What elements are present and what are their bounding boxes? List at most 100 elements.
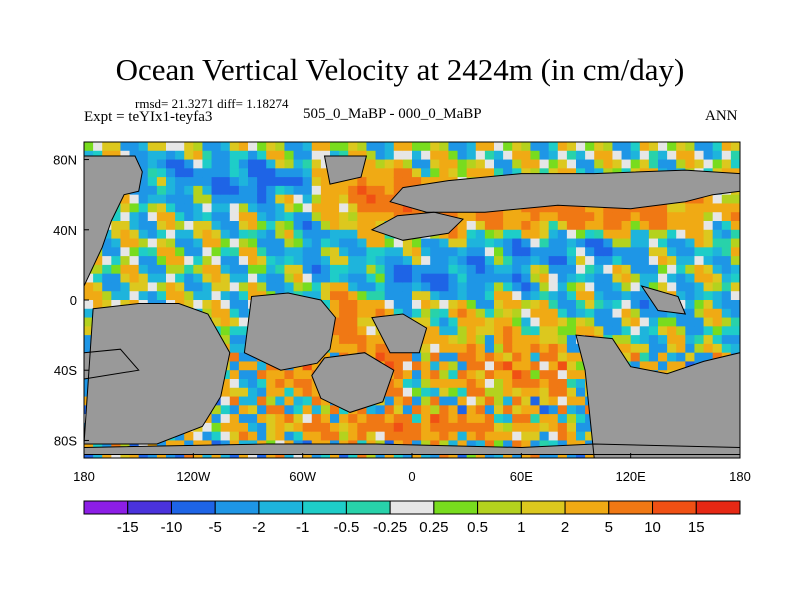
field-cell: [330, 282, 340, 292]
field-cell: [93, 300, 103, 310]
field-cell: [639, 212, 650, 222]
field-cell: [257, 396, 267, 406]
field-cell: [466, 229, 477, 240]
field-cell: [302, 431, 313, 442]
field-cell: [229, 221, 240, 231]
field-cell: [202, 282, 213, 292]
field-cell: [293, 212, 304, 222]
field-cell: [548, 203, 559, 213]
field-cell: [667, 352, 677, 363]
field-cell: [311, 238, 322, 248]
field-cell: [721, 203, 732, 213]
field-cell: [712, 335, 723, 345]
field-cell: [257, 247, 267, 257]
field-cell: [330, 203, 340, 213]
field-cell: [703, 212, 714, 222]
field-cell: [129, 440, 140, 450]
field-cell: [393, 291, 404, 301]
field-cell: [667, 273, 677, 284]
field-cell: [475, 379, 486, 389]
colorbar-swatch: [652, 500, 697, 515]
field-cell: [457, 264, 468, 275]
field-cell: [676, 291, 686, 301]
field-cell: [466, 431, 477, 442]
field-cell: [284, 264, 295, 275]
field-cell: [275, 177, 286, 187]
field-cell: [166, 142, 176, 152]
field-cell: [457, 256, 468, 266]
field-cell: [421, 247, 431, 257]
field-cell: [685, 308, 696, 319]
field-cell: [557, 379, 568, 389]
x-axis: 180 120W 60W 0 60E 120E 180: [73, 453, 751, 484]
field-cell: [621, 212, 632, 222]
field-cell: [539, 405, 550, 415]
field-cell: [311, 431, 322, 442]
field-cell: [430, 431, 440, 442]
field-cell: [275, 247, 286, 257]
field-cell: [375, 229, 386, 240]
field-cell: [576, 212, 586, 222]
field-cell: [211, 203, 222, 213]
field-cell: [521, 352, 532, 363]
field-cell: [721, 282, 732, 292]
field-cell: [557, 352, 568, 363]
field-cell: [503, 422, 513, 433]
field-cell: [630, 229, 641, 240]
field-cell: [266, 361, 276, 371]
coastline: [243, 292, 337, 371]
field-cell: [685, 150, 696, 161]
field-cell: [557, 343, 568, 354]
colorbar-swatch: [127, 500, 172, 515]
field-cell: [566, 238, 577, 248]
field-cell: [211, 142, 222, 152]
field-cell: [448, 247, 459, 257]
field-cell: [257, 273, 267, 284]
field-cell: [248, 273, 258, 284]
field-cell: [494, 142, 504, 152]
colorbar-swatch: [608, 500, 654, 515]
field-cell: [293, 431, 304, 442]
field-cell: [539, 343, 550, 354]
field-cell: [676, 159, 686, 169]
field-cell: [548, 396, 559, 406]
field-cell: [494, 361, 504, 371]
field-cell: [93, 440, 103, 450]
field-cell: [484, 414, 495, 424]
field-cell: [484, 168, 495, 178]
field-cell: [366, 203, 377, 213]
field-cell: [566, 370, 577, 380]
field-cell: [366, 273, 377, 284]
field-cell: [412, 159, 422, 169]
field-cell: [111, 142, 122, 152]
experiment-label: Expt = teYIx1-teyfa3: [84, 109, 213, 125]
field-cell: [667, 142, 677, 152]
field-cell: [421, 256, 431, 266]
field-cell: [129, 264, 140, 275]
field-cell: [494, 422, 504, 433]
field-cell: [366, 229, 377, 240]
field-cell: [339, 229, 349, 240]
field-cell: [685, 264, 696, 275]
field-cell: [193, 212, 204, 222]
field-cell: [494, 326, 504, 336]
field-cell: [266, 273, 276, 284]
field-cell: [576, 317, 586, 327]
y-tick-label: 80N: [53, 153, 77, 168]
field-cell: [229, 379, 240, 389]
field-cell: [566, 256, 577, 266]
field-cell: [238, 177, 249, 187]
field-cell: [357, 185, 368, 196]
field-cell: [539, 440, 550, 450]
field-cell: [694, 264, 705, 275]
field-cell: [539, 335, 550, 345]
field-cell: [566, 150, 577, 161]
field-cell: [566, 221, 577, 231]
field-cell: [238, 431, 249, 442]
field-cell: [612, 317, 623, 327]
field-cell: [102, 291, 112, 301]
field-cell: [238, 256, 249, 266]
field-cell: [448, 396, 459, 406]
field-cell: [585, 221, 595, 231]
field-cell: [466, 291, 477, 301]
